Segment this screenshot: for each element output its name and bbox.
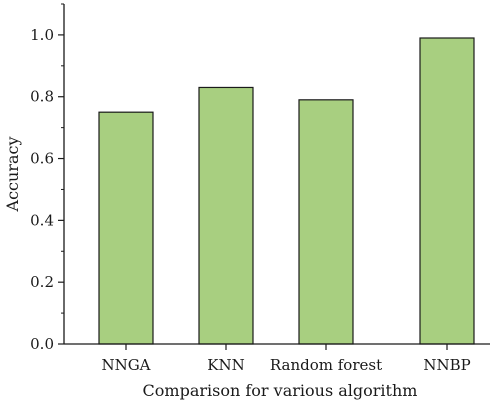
bar-knn bbox=[198, 86, 254, 345]
y-tick-label: 0.6 bbox=[30, 150, 54, 168]
bar-nnbp bbox=[419, 37, 475, 345]
axes-group bbox=[63, 4, 490, 345]
y-tick-label: 0.4 bbox=[30, 211, 54, 229]
y-ticks-group: 0.0 0.2 0.4 0.6 0.8 1.0 bbox=[30, 3, 64, 353]
x-tick-label: NNBP bbox=[423, 356, 470, 374]
y-tick-label: 0.8 bbox=[30, 88, 54, 106]
y-axis-title: Accuracy bbox=[3, 137, 22, 213]
y-tick-label: 1.0 bbox=[30, 26, 54, 44]
bar-nnga bbox=[98, 111, 154, 345]
x-ticks-group: NNGA KNN Random forest NNBP bbox=[101, 344, 471, 374]
x-tick-label: Random forest bbox=[270, 356, 382, 374]
y-tick-label: 0.0 bbox=[30, 335, 54, 353]
bars-group bbox=[98, 37, 475, 345]
x-tick-label: KNN bbox=[207, 356, 244, 374]
x-axis-title: Comparison for various algorithm bbox=[143, 381, 418, 400]
y-tick-label: 0.2 bbox=[30, 273, 54, 291]
x-tick-label: NNGA bbox=[101, 356, 150, 374]
bar-random-forest bbox=[298, 99, 354, 345]
